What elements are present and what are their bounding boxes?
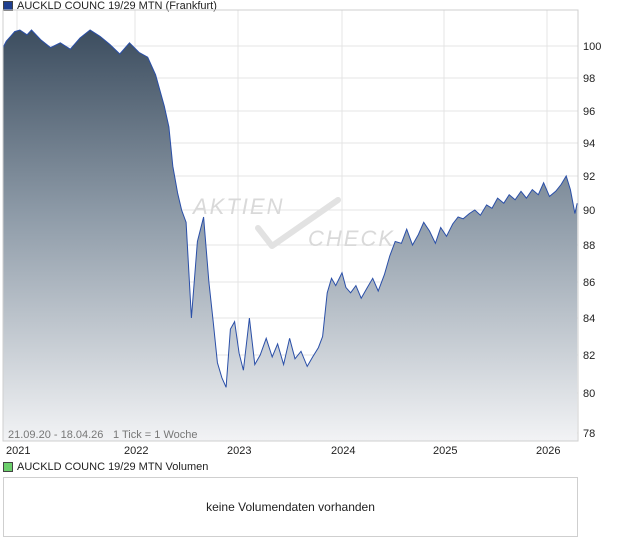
x-tick-label: 2025: [433, 445, 457, 457]
y-tick-label: 98: [583, 73, 595, 85]
x-tick-label: 2022: [124, 445, 148, 457]
y-tick-label: 80: [583, 388, 595, 400]
x-tick-label: 2026: [536, 445, 560, 457]
watermark-logo: AKTIEN CHECK: [191, 194, 395, 251]
tick-interval-label: 1 Tick = 1 Woche: [113, 429, 197, 441]
x-tick-label: 2023: [227, 445, 251, 457]
watermark-text-1: AKTIEN: [191, 194, 284, 219]
y-tick-label: 82: [583, 350, 595, 362]
watermark-check-icon: [255, 197, 341, 249]
volume-panel: keine Volumendaten vorhanden: [3, 477, 578, 537]
x-tick-label: 2024: [331, 445, 355, 457]
volume-legend: AUCKLD COUNC 19/29 MTN Volumen: [3, 461, 208, 473]
y-tick-label: 96: [583, 106, 595, 118]
price-line: [2, 29, 578, 388]
price-panel-frame: [2, 9, 579, 442]
y-tick-label: 94: [583, 138, 595, 150]
watermark-text-2: CHECK: [308, 226, 395, 251]
y-tick-label: 78: [583, 428, 595, 440]
no-volume-message: keine Volumendaten vorhanden: [206, 500, 375, 514]
volume-legend-swatch: [3, 462, 13, 472]
y-tick-label: 90: [583, 205, 595, 217]
y-axis: 78 80 82 84 86 88 90 92 94 96 98 100: [583, 41, 601, 440]
volume-legend-label: AUCKLD COUNC 19/29 MTN Volumen: [17, 461, 209, 473]
y-tick-label: 86: [583, 277, 595, 289]
price-area: [3, 30, 578, 441]
y-tick-label: 88: [583, 240, 595, 252]
x-axis: 2021 2022 2023 2024 2025 2026: [6, 445, 560, 457]
x-tick-label: 2021: [6, 445, 30, 457]
y-tick-label: 84: [583, 313, 595, 325]
price-chart: AKTIEN CHECK 78 80 82 84 86 88 90 92 94 96 98 100 2…: [2, 9, 601, 457]
date-range-label: 21.09.20 - 18.04.26: [8, 429, 103, 441]
price-legend-label: AUCKLD COUNC 19/29 MTN (Frankfurt): [17, 0, 217, 12]
y-tick-label: 92: [583, 171, 595, 183]
y-tick-label: 100: [583, 41, 601, 53]
